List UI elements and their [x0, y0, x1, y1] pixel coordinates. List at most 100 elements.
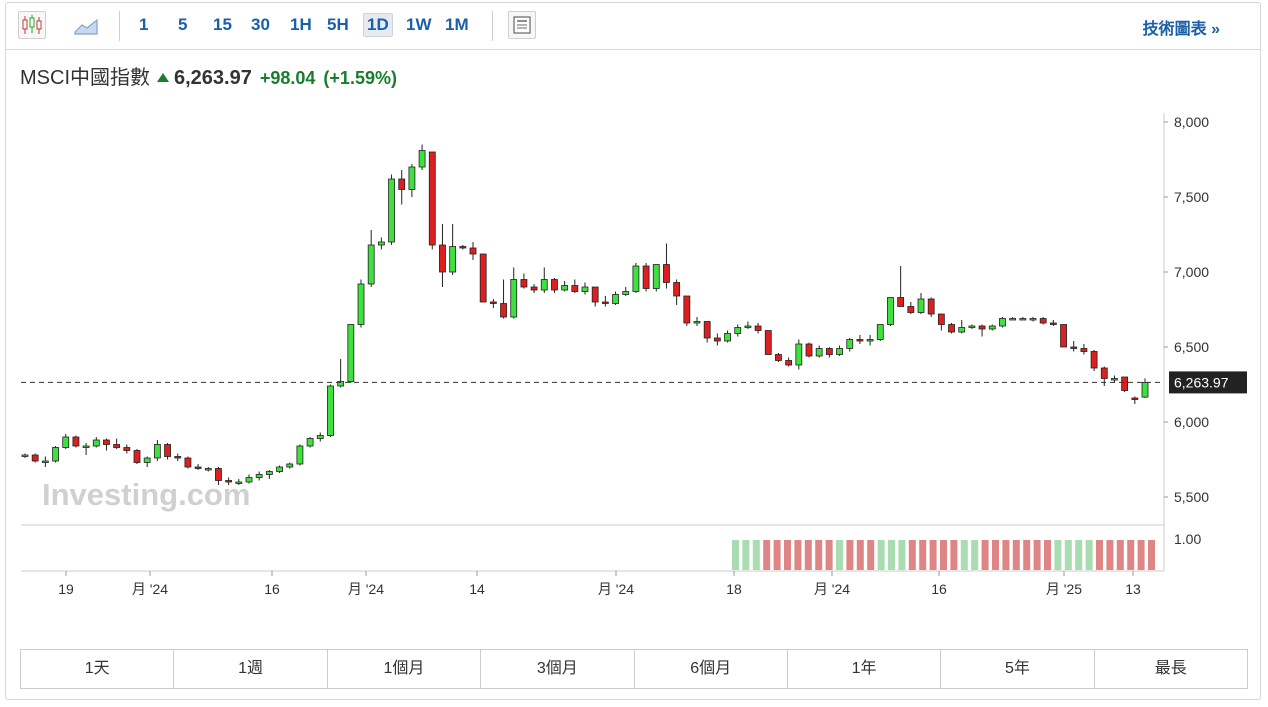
candle-body: [92, 439, 100, 447]
price-chart[interactable]: Investing.com 8,000 7,500 7,000 6,500 6,000 5,…: [6, 3, 1262, 603]
y-tick-label: 5,500: [1174, 489, 1209, 505]
candle-body: [489, 301, 497, 304]
range-6m[interactable]: 6個月: [633, 650, 787, 688]
range-1y[interactable]: 1年: [786, 650, 940, 688]
x-tick-label: 16: [264, 581, 280, 597]
volume-bar: [1116, 540, 1124, 570]
candle-body: [999, 318, 1006, 327]
area-chart-icon[interactable]: [72, 11, 100, 39]
candle-body: [225, 480, 233, 483]
range-1m[interactable]: 1個月: [326, 650, 480, 688]
volume-bar: [1023, 540, 1031, 570]
candle-body: [428, 151, 436, 246]
candle-body: [21, 454, 29, 457]
y-tick-label: 6,500: [1174, 339, 1209, 355]
candle-body: [347, 324, 355, 382]
candle-body: [479, 253, 487, 303]
candle-body: [530, 286, 538, 291]
volume-bar: [742, 540, 750, 570]
candle-body: [581, 286, 589, 292]
candle-body: [153, 444, 161, 459]
timeframe-30[interactable]: 30: [251, 15, 270, 34]
candle-body: [561, 285, 569, 291]
range-1w[interactable]: 1週: [173, 650, 326, 688]
candle-body: [520, 279, 528, 288]
candle-body: [113, 444, 121, 448]
x-tick-label: 月 '24: [348, 581, 384, 597]
volume-bar: [1002, 540, 1010, 570]
volume-bar: [929, 540, 937, 570]
range-3m[interactable]: 3個月: [480, 650, 633, 688]
timeframe-1d[interactable]: 1D: [363, 13, 393, 37]
timeframe-1m[interactable]: 1M: [445, 15, 469, 34]
candle-body: [408, 166, 416, 190]
timeframe-1[interactable]: 1: [139, 15, 149, 34]
candle-body: [601, 301, 609, 304]
range-5y[interactable]: 5年: [940, 650, 1093, 688]
y-tick-label: 7,000: [1174, 264, 1209, 280]
candle-body: [316, 435, 324, 439]
x-tick-label: 13: [1125, 581, 1141, 597]
candle-body: [1029, 318, 1037, 321]
candle-body: [744, 325, 752, 328]
timeframe-1w[interactable]: 1W: [406, 15, 432, 34]
candles-group: [21, 144, 1149, 485]
y-tick-label: 7,500: [1174, 189, 1209, 205]
candle-body: [866, 339, 874, 342]
technical-chart-link[interactable]: 技術圖表 »: [1142, 21, 1220, 38]
candlestick-chart-icon[interactable]: [18, 11, 46, 39]
candle-body: [459, 246, 467, 249]
candle-body: [296, 445, 304, 465]
volume-bar: [732, 540, 739, 570]
candle-body: [1141, 381, 1149, 398]
candle-body: [449, 246, 457, 273]
volume-bar: [1054, 540, 1062, 570]
candle-body: [642, 265, 650, 289]
range-1d[interactable]: 1天: [84, 660, 110, 677]
timeframe-5h[interactable]: 5H: [327, 15, 349, 34]
candle-body: [825, 348, 833, 355]
candle-body: [184, 457, 192, 468]
range-max[interactable]: 最長: [1093, 650, 1247, 688]
candle-body: [143, 457, 151, 463]
volume-bar: [836, 540, 843, 570]
candle-body: [887, 297, 894, 325]
x-tick-label: 月 '24: [814, 581, 850, 597]
current-price-label: 6,263.97: [1174, 374, 1229, 390]
volume-bar: [815, 540, 823, 570]
candle-body: [754, 325, 762, 331]
volume-bar: [1148, 540, 1155, 570]
candle-body: [856, 339, 864, 342]
candle-body: [31, 454, 39, 462]
candle-body: [1080, 348, 1088, 352]
candle-body: [72, 436, 80, 447]
candle-body: [377, 241, 385, 246]
timeframe-15[interactable]: 15: [213, 15, 232, 34]
candle-body: [500, 303, 507, 318]
news-panel-icon[interactable]: [508, 11, 536, 39]
candle-body: [1060, 324, 1067, 348]
candle-body: [286, 463, 294, 468]
candle-body: [724, 333, 731, 342]
candle-body: [1131, 397, 1139, 400]
volume-bar: [1096, 540, 1103, 570]
volume-bar: [752, 540, 760, 570]
volume-bar: [1064, 540, 1072, 570]
candle-body: [439, 244, 446, 273]
candle-body: [1019, 318, 1027, 321]
price-change: +98.04: [259, 68, 316, 88]
candle-body: [123, 447, 131, 451]
instrument-name: MSCI中國指數: [20, 67, 150, 89]
candle-body: [805, 343, 813, 357]
volume-axis-label: 1.00: [1174, 531, 1201, 547]
quote-header: MSCI中國指數 6,263.97 +98.04 (+1.59%): [20, 65, 397, 91]
candle-body: [510, 279, 518, 318]
candle-body: [398, 178, 406, 190]
candle-body: [306, 438, 314, 447]
volume-bar: [763, 540, 771, 570]
candle-body: [917, 298, 925, 313]
timeframe-1h[interactable]: 1H: [290, 15, 312, 34]
volume-bar: [773, 540, 781, 570]
candle-body: [907, 306, 915, 313]
timeframe-5[interactable]: 5: [178, 15, 188, 34]
